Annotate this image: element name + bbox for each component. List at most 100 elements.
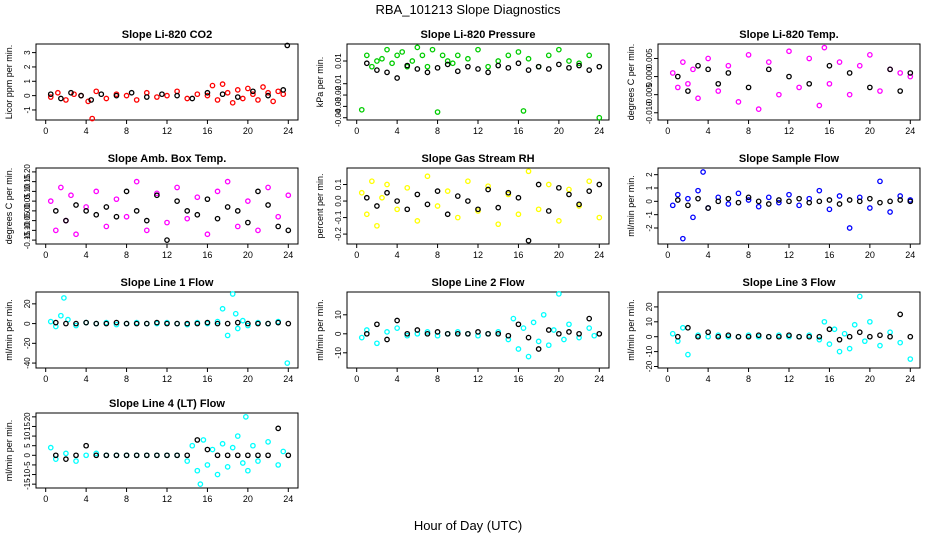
x-tick-label: 0 <box>354 250 359 260</box>
x-tick-label: 24 <box>905 374 915 384</box>
x-tick-label: 0 <box>354 126 359 136</box>
x-tick-label: 8 <box>124 374 129 384</box>
data-point <box>394 325 400 331</box>
data-point <box>374 58 380 64</box>
data-point <box>234 87 241 93</box>
data-point <box>358 334 365 341</box>
x-tick-label: 0 <box>354 374 359 384</box>
y-tick-label: -0.10 <box>23 221 32 240</box>
data-point <box>867 205 873 211</box>
data-point <box>566 321 572 328</box>
data-point <box>705 55 711 62</box>
data-point <box>93 452 100 459</box>
data-point <box>275 462 282 468</box>
data-point <box>806 199 813 206</box>
x-tick-label: 4 <box>84 374 89 384</box>
y-axis-label: degrees C per min. <box>626 44 636 121</box>
data-point <box>242 413 249 420</box>
data-point <box>831 326 838 333</box>
data-point <box>194 194 201 201</box>
data-point <box>520 325 527 331</box>
data-point <box>680 59 686 65</box>
data-point <box>596 214 603 221</box>
data-point <box>485 183 491 190</box>
data-point <box>374 67 380 73</box>
panel-title: Slope Amb. Box Temp. <box>108 153 227 165</box>
data-point <box>475 206 481 213</box>
data-point <box>379 55 385 62</box>
data-point <box>174 452 180 459</box>
data-point <box>556 184 562 191</box>
data-point <box>234 319 241 326</box>
data-point <box>745 197 752 203</box>
data-point <box>154 192 160 199</box>
data-point <box>715 80 722 87</box>
data-point <box>586 67 593 73</box>
data-point <box>93 188 100 195</box>
data-point <box>103 320 110 327</box>
data-point <box>867 333 873 340</box>
data-point <box>465 198 471 204</box>
data-point <box>63 320 69 327</box>
data-point <box>897 88 904 94</box>
x-tick-label: 20 <box>243 374 253 384</box>
data-point <box>245 219 251 226</box>
data-point <box>204 319 211 326</box>
data-point <box>505 189 512 196</box>
data-point <box>765 59 772 65</box>
data-point <box>576 201 582 208</box>
data-point <box>424 330 431 337</box>
data-point <box>128 89 135 96</box>
data-point <box>586 188 593 194</box>
data-point <box>234 94 241 100</box>
x-tick-label: 0 <box>43 250 48 260</box>
y-tick-label: 20 <box>23 299 32 308</box>
data-point <box>113 321 120 328</box>
data-point <box>394 52 400 59</box>
data-point <box>224 320 231 327</box>
data-point <box>374 203 380 209</box>
data-point <box>856 198 863 205</box>
data-point <box>133 97 140 103</box>
y-tick-label: -0.01 <box>334 74 343 93</box>
data-point <box>374 340 380 347</box>
data-point <box>786 332 792 339</box>
data-point <box>363 330 370 337</box>
data-point <box>285 320 292 327</box>
data-point <box>424 63 431 70</box>
data-point <box>164 237 170 243</box>
data-point <box>434 64 441 71</box>
data-point <box>776 199 782 206</box>
series-black <box>674 311 914 343</box>
data-point <box>674 333 681 340</box>
panel-title: Slope Line 4 (LT) Flow <box>109 398 225 410</box>
data-point <box>454 329 461 335</box>
data-point <box>83 452 89 459</box>
data-point <box>515 60 522 67</box>
y-tick-label: 0.0 <box>334 195 343 207</box>
data-point <box>184 208 191 214</box>
data-point <box>63 456 69 463</box>
data-point <box>384 189 390 196</box>
series-black <box>674 194 914 211</box>
data-point <box>389 60 395 67</box>
x-tick-label: 20 <box>554 126 564 136</box>
data-point <box>505 64 512 71</box>
data-point <box>545 208 552 214</box>
data-point <box>530 319 537 326</box>
data-point <box>545 181 552 188</box>
data-point <box>255 320 261 327</box>
data-point <box>113 319 120 326</box>
y-tick-label: -15 <box>23 478 32 490</box>
data-point <box>285 192 292 199</box>
panel-8: Slope Line 2 Flow 0 4 8 12 16 20 24 10 0 -10 ml/min… <box>315 277 610 384</box>
data-point <box>454 214 461 221</box>
data-point <box>836 193 843 199</box>
data-point <box>877 342 883 349</box>
panel-4: Slope Amb. Box Temp.0 4 8 12 16 20 240.200.150… <box>4 153 299 260</box>
y-axis-label: ml/min per min. <box>4 299 14 361</box>
data-point <box>465 63 471 70</box>
x-tick-label: 12 <box>784 126 794 136</box>
y-tick-label: 1 <box>23 79 32 84</box>
data-point <box>123 213 130 220</box>
